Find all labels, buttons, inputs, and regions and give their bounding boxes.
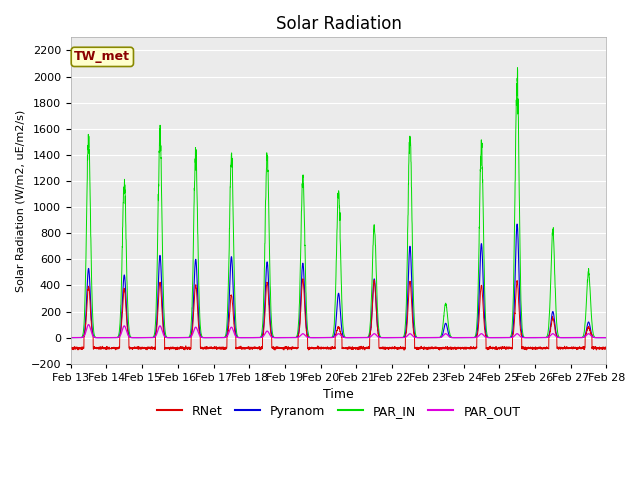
Y-axis label: Solar Radiation (W/m2, uE/m2/s): Solar Radiation (W/m2, uE/m2/s) xyxy=(15,109,25,292)
PAR_IN xyxy=(400,333,408,339)
Pyranom xyxy=(182,335,189,340)
PAR_OUT xyxy=(602,335,610,340)
PAR_IN xyxy=(602,335,610,340)
PAR_OUT xyxy=(281,335,289,340)
RNet xyxy=(401,345,408,351)
Text: TW_met: TW_met xyxy=(74,50,131,63)
RNet xyxy=(300,276,307,282)
PAR_OUT xyxy=(602,335,610,340)
Pyranom xyxy=(513,221,521,227)
RNet xyxy=(552,330,559,336)
PAR_IN xyxy=(424,335,432,340)
PAR_IN xyxy=(216,335,224,340)
PAR_OUT xyxy=(401,335,408,340)
Pyranom xyxy=(400,335,408,340)
RNet xyxy=(391,346,399,352)
PAR_IN xyxy=(514,65,522,71)
Pyranom xyxy=(424,335,432,340)
PAR_OUT xyxy=(67,335,75,340)
RNet xyxy=(400,347,408,353)
RNet xyxy=(602,345,610,350)
Pyranom xyxy=(602,335,610,340)
Line: Pyranom: Pyranom xyxy=(71,224,606,337)
Line: RNet: RNet xyxy=(71,279,606,350)
Pyranom xyxy=(216,335,224,340)
Pyranom xyxy=(552,328,559,334)
PAR_IN xyxy=(182,335,189,340)
X-axis label: Time: Time xyxy=(323,388,354,401)
PAR_OUT xyxy=(84,322,92,327)
PAR_OUT xyxy=(391,335,399,340)
Title: Solar Radiation: Solar Radiation xyxy=(276,15,401,33)
PAR_IN xyxy=(602,335,610,340)
RNet xyxy=(216,346,224,352)
Pyranom xyxy=(391,335,399,340)
RNet xyxy=(182,345,189,351)
Legend: RNet, Pyranom, PAR_IN, PAR_OUT: RNet, Pyranom, PAR_IN, PAR_OUT xyxy=(152,400,525,423)
PAR_OUT xyxy=(216,335,224,340)
RNet xyxy=(602,345,610,351)
PAR_IN xyxy=(391,335,399,340)
Line: PAR_OUT: PAR_OUT xyxy=(71,324,606,337)
Pyranom xyxy=(67,335,75,340)
PAR_OUT xyxy=(552,333,559,339)
PAR_IN xyxy=(67,335,75,340)
RNet xyxy=(67,344,75,350)
PAR_IN xyxy=(552,301,559,307)
PAR_OUT xyxy=(182,335,189,340)
Pyranom xyxy=(602,335,610,340)
Line: PAR_IN: PAR_IN xyxy=(71,68,606,337)
